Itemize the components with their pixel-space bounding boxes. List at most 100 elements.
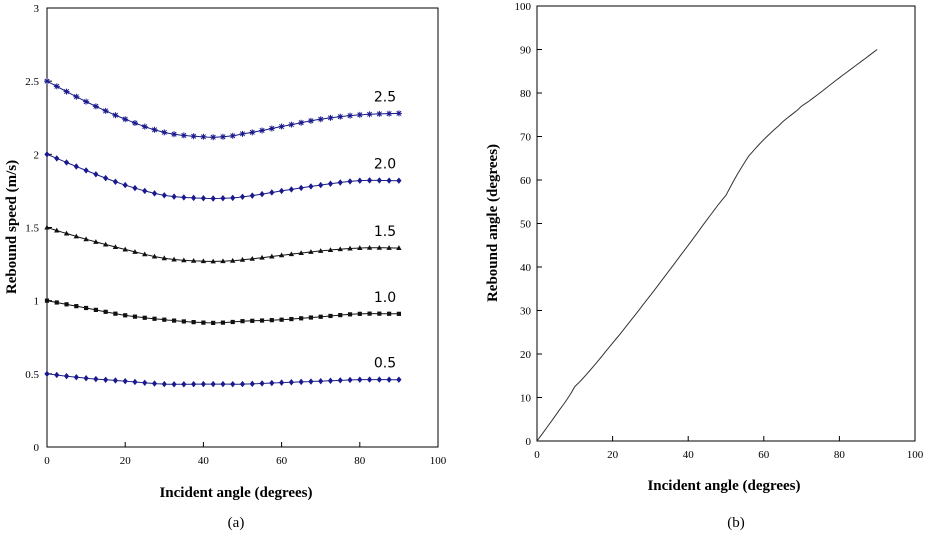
- x-tick-label: 100: [430, 455, 447, 467]
- data-point: [123, 313, 128, 318]
- x-tick-label: 40: [198, 455, 210, 467]
- data-point: [180, 132, 187, 139]
- data-point: [200, 133, 207, 140]
- data-point: [112, 178, 119, 185]
- chart-panel-b: Incident angle (degrees) Rebound angle (…: [485, 1, 924, 531]
- data-point: [151, 380, 158, 387]
- data-point: [181, 194, 187, 201]
- data-point: [298, 378, 304, 386]
- panel-label: (a): [228, 515, 245, 531]
- series-label: 1.0: [374, 290, 396, 306]
- series-0.5: 0.5: [44, 356, 402, 388]
- data-point: [171, 318, 177, 323]
- data-point: [64, 302, 69, 307]
- data-point: [386, 177, 392, 184]
- data-point: [268, 125, 275, 132]
- data-point: [103, 174, 109, 182]
- data-point: [396, 245, 402, 250]
- data-point: [377, 311, 382, 316]
- data-point: [357, 177, 363, 184]
- data-point: [376, 376, 382, 383]
- data-point: [259, 127, 266, 134]
- data-point: [298, 250, 304, 256]
- data-point: [278, 123, 285, 130]
- data-point: [327, 377, 334, 384]
- data-point: [151, 190, 158, 197]
- data-point: [171, 193, 177, 200]
- data-point: [171, 256, 177, 262]
- series-line: [536, 49, 878, 442]
- data-point: [327, 114, 334, 121]
- data-point: [395, 110, 402, 117]
- series-1.5: 1.5: [44, 224, 402, 264]
- series-line: [46, 80, 399, 138]
- x-axis-title: Incident angle (degrees): [647, 478, 800, 494]
- data-point: [141, 123, 148, 130]
- data-point: [151, 126, 158, 133]
- data-point: [171, 381, 177, 388]
- data-point: [122, 246, 128, 252]
- data-point: [230, 380, 236, 388]
- data-point: [93, 375, 99, 383]
- y-tick-label: 10: [520, 393, 532, 405]
- data-point: [131, 120, 138, 127]
- data-point: [249, 129, 256, 136]
- data-point: [308, 183, 314, 190]
- data-point: [63, 88, 70, 95]
- data-point: [239, 380, 246, 388]
- data-point: [44, 298, 50, 303]
- data-point: [142, 251, 148, 257]
- data-point: [219, 133, 226, 140]
- data-point: [357, 311, 362, 316]
- data-point: [386, 245, 392, 250]
- data-point: [54, 300, 59, 305]
- data-point: [210, 195, 216, 202]
- data-point: [73, 93, 80, 100]
- data-point: [74, 304, 79, 309]
- data-point: [396, 177, 402, 184]
- plot-frame: [536, 5, 916, 442]
- data-point: [200, 380, 206, 388]
- data-point: [387, 311, 392, 316]
- x-axis-title: Incident angle (degrees): [159, 485, 312, 501]
- series-label: 2.0: [374, 157, 396, 173]
- data-point: [92, 103, 99, 110]
- data-point: [191, 194, 197, 202]
- data-point: [298, 184, 304, 192]
- data-point: [347, 112, 354, 119]
- y-axis-title: Rebound angle (degrees): [485, 144, 501, 302]
- data-point: [142, 187, 148, 195]
- data-point: [54, 371, 60, 379]
- data-point: [230, 319, 235, 325]
- data-point: [122, 181, 128, 189]
- y-tick-label: 2.5: [25, 76, 39, 88]
- data-point: [288, 251, 295, 257]
- data-point: [318, 248, 324, 253]
- panel-label: (b): [727, 515, 745, 531]
- series-2.5: 2.5: [44, 78, 402, 141]
- y-tick-label: 60: [520, 175, 532, 187]
- x-tick-label: 0: [534, 449, 540, 461]
- data-point: [93, 239, 99, 244]
- data-point: [289, 316, 294, 322]
- data-point: [279, 379, 285, 386]
- data-point: [318, 314, 323, 319]
- data-point: [132, 314, 138, 319]
- data-point: [44, 151, 50, 158]
- data-point: [73, 163, 79, 170]
- data-point: [210, 258, 216, 264]
- data-point: [259, 190, 265, 198]
- data-point: [338, 313, 343, 318]
- data-point: [161, 380, 167, 388]
- data-point: [239, 193, 246, 200]
- data-point: [318, 181, 324, 189]
- data-point: [249, 380, 255, 388]
- data-point: [308, 378, 314, 385]
- data-point: [112, 377, 119, 384]
- data-point: [288, 379, 294, 386]
- y-tick-label: 0: [526, 436, 532, 448]
- data-point: [132, 378, 138, 386]
- y-tick-label: 1: [34, 296, 40, 308]
- data-point: [357, 245, 363, 250]
- data-point: [161, 255, 167, 261]
